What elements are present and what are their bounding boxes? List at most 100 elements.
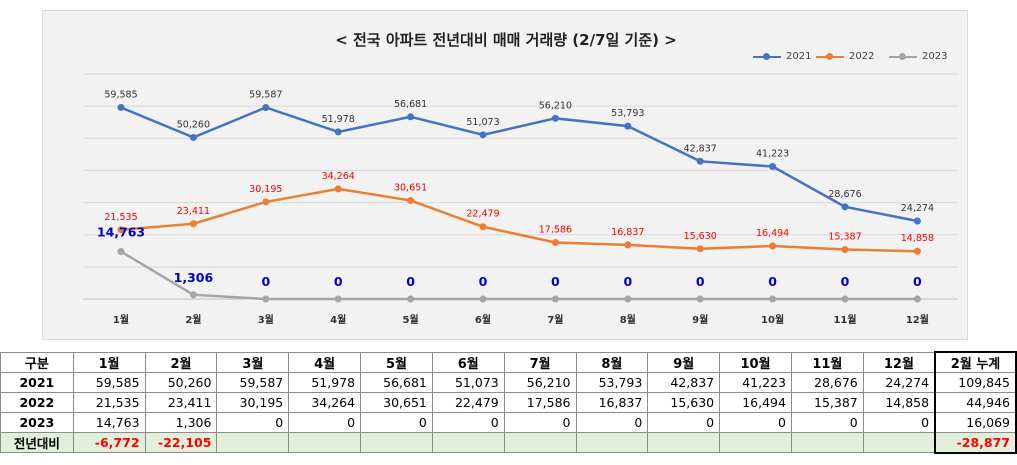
x-tick-label: 10월 (761, 314, 784, 326)
data-point (117, 248, 125, 256)
table-cell: 0 (862, 412, 936, 433)
data-point (913, 247, 921, 255)
data-label-2022: 15,630 (684, 231, 717, 242)
data-label-2021: 42,837 (684, 143, 717, 154)
data-label-2021: 51,978 (322, 114, 355, 125)
x-tick-label: 5월 (403, 314, 419, 326)
table-cell: 0 (216, 412, 290, 433)
data-point (841, 246, 849, 254)
table-cell: 0 (503, 412, 577, 433)
column-header: 6월 (431, 351, 505, 373)
data-label-2023: 0 (841, 274, 850, 289)
chart-title: < 전국 아파트 전년대비 매매 거래량 (2/7일 기준) > (335, 31, 677, 49)
data-point (769, 242, 777, 250)
data-label-2021: 50,260 (177, 119, 210, 130)
column-header: 7월 (503, 351, 577, 373)
data-point (189, 220, 197, 228)
table-cell: 0 (288, 412, 362, 433)
column-header: 3월 (216, 351, 290, 373)
table-cell: 16,837 (575, 392, 649, 413)
table-cell: 51,073 (431, 372, 505, 393)
series-line-2023 (120, 250, 918, 301)
table-cell: 16,494 (719, 392, 792, 413)
data-point (407, 295, 415, 303)
data-point (913, 295, 921, 303)
table-cell: 59,585 (72, 372, 146, 393)
x-tick-label: 8월 (620, 314, 636, 326)
data-label-2023: 14,763 (97, 225, 145, 240)
data-label-2023: 0 (623, 274, 632, 289)
legend-label: 2023 (922, 51, 948, 62)
table-cell: 50,260 (144, 372, 218, 393)
column-header: 1월 (72, 351, 146, 373)
column-header: 2월 (144, 351, 218, 373)
data-point (189, 291, 197, 299)
data-point (841, 203, 849, 211)
data-label-2022: 23,411 (177, 206, 210, 217)
data-label-2022: 22,479 (466, 209, 499, 220)
data-point (624, 241, 632, 249)
table-cell: 17,586 (503, 392, 577, 413)
data-point (407, 196, 415, 204)
data-point (479, 295, 487, 303)
data-label-2022: 15,387 (828, 232, 861, 243)
data-point (551, 238, 559, 246)
line-chart: 1월 2월 3월 4월 5월 6월 7월 8월 9월 10월 11월 12월 59,585 50,260 5… (83, 73, 958, 326)
table-cell: 21,535 (72, 392, 146, 413)
data-point (624, 295, 632, 303)
data-label-2023: 0 (334, 274, 343, 289)
data-label-2021: 24,274 (901, 203, 934, 214)
data-point (262, 198, 270, 206)
table-cell: -6,772 (72, 432, 146, 453)
table-cell: 14,858 (862, 392, 936, 413)
table-cell: 44,946 (934, 392, 1017, 413)
row-label: 전년대비 (0, 432, 74, 453)
data-point (117, 226, 125, 234)
data-point (913, 217, 921, 225)
data-point (769, 295, 777, 303)
table-cell: 15,630 (647, 392, 721, 413)
table-cell: 34,264 (288, 392, 362, 413)
table-row: 2022 21,535 23,411 30,195 34,264 30,651 22,479… (0, 392, 1017, 413)
data-label-2022: 16,494 (756, 228, 789, 239)
data-point (262, 295, 270, 303)
table-cell: 30,195 (216, 392, 290, 413)
table-cell: 28,676 (790, 372, 864, 393)
data-label-2023: 0 (768, 274, 777, 289)
table-cell: 59,587 (216, 372, 290, 393)
data-point (334, 185, 342, 193)
table-cell: -22,105 (144, 432, 218, 453)
data-point (841, 295, 849, 303)
table-cell: 23,411 (144, 392, 218, 413)
table-cell: 15,387 (790, 392, 864, 413)
table-cell (431, 432, 505, 453)
table-cell (719, 432, 792, 453)
table-cell (216, 432, 290, 453)
table-cell: 24,274 (862, 372, 936, 393)
data-label-2021: 59,585 (104, 89, 137, 100)
data-table: 구분 1월 2월 3월 4월 5월 6월 7월 8월 9월 10월 11월 12월 2월 누계 2021 5… (0, 351, 1017, 454)
x-tick-label: 1월 (113, 314, 129, 326)
table-cell (503, 432, 577, 453)
data-label-2022: 17,586 (539, 224, 572, 235)
table-cell: 0 (575, 412, 649, 433)
data-label-2022: 34,264 (322, 171, 355, 182)
data-point (334, 295, 342, 303)
data-label-2022: 30,195 (249, 184, 282, 195)
table-header-row: 구분 1월 2월 3월 4월 5월 6월 7월 8월 9월 10월 11월 12월 2월 누계 (0, 351, 1017, 373)
data-point (117, 103, 125, 111)
table-cell: 53,793 (575, 372, 649, 393)
column-header: 12월 (862, 351, 936, 373)
data-label-2021: 56,210 (539, 100, 572, 111)
series-line-2022 (120, 187, 918, 253)
table-cell: 14,763 (72, 412, 146, 433)
data-point (479, 223, 487, 231)
data-label-2021: 51,073 (466, 117, 499, 128)
table-cell (647, 432, 721, 453)
data-label-2022: 16,837 (611, 227, 644, 238)
data-label-2021: 53,793 (611, 108, 644, 119)
x-tick-label: 3월 (258, 314, 274, 326)
data-label-2023: 0 (696, 274, 705, 289)
table-cell: -28,877 (934, 432, 1017, 454)
data-label-2021: 59,587 (249, 89, 282, 100)
